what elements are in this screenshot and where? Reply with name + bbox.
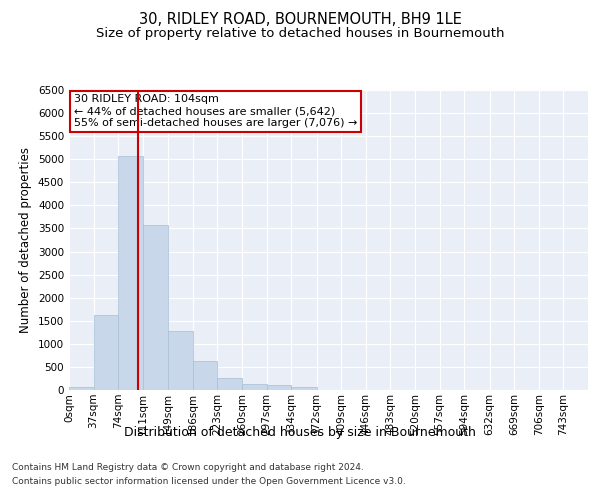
Bar [94,315,118,390]
Bar [69,388,94,390]
Bar [193,362,217,390]
Bar [291,387,317,390]
Text: Contains HM Land Registry data © Crown copyright and database right 2024.: Contains HM Land Registry data © Crown c… [12,464,364,472]
Text: Size of property relative to detached houses in Bournemouth: Size of property relative to detached ho… [96,28,504,40]
Text: Distribution of detached houses by size in Bournemouth: Distribution of detached houses by size … [124,426,476,439]
Bar [242,384,266,390]
Text: 30, RIDLEY ROAD, BOURNEMOUTH, BH9 1LE: 30, RIDLEY ROAD, BOURNEMOUTH, BH9 1LE [139,12,461,28]
Bar [217,378,242,390]
Y-axis label: Number of detached properties: Number of detached properties [19,147,32,333]
Bar [143,225,168,390]
Bar [168,331,193,390]
Text: 30 RIDLEY ROAD: 104sqm
← 44% of detached houses are smaller (5,642)
55% of semi-: 30 RIDLEY ROAD: 104sqm ← 44% of detached… [74,94,358,128]
Text: Contains public sector information licensed under the Open Government Licence v3: Contains public sector information licen… [12,477,406,486]
Bar [266,386,291,390]
Bar [118,156,143,390]
